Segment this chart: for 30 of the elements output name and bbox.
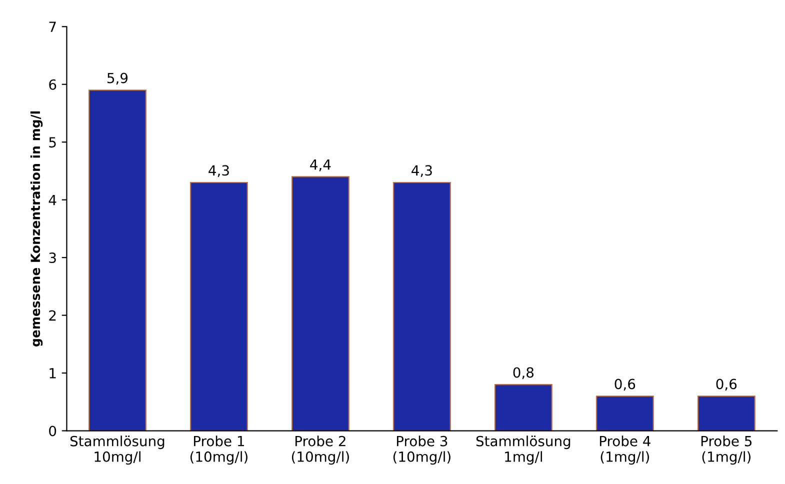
- x-tick-label: Probe 1 (10mg/l): [190, 436, 248, 465]
- bar: [596, 396, 654, 431]
- y-tick-label: 0: [49, 426, 56, 436]
- bar: [697, 396, 756, 431]
- x-tick-label: Probe 3 (10mg/l): [393, 436, 450, 465]
- y-tick-label: 5: [49, 137, 56, 148]
- bar: [392, 182, 451, 431]
- bar: [190, 182, 248, 431]
- data-label: 4,4: [310, 160, 331, 172]
- x-tick-label: Stammlösung 10mg/l: [70, 436, 164, 465]
- data-label: 4,3: [412, 165, 432, 178]
- y-tick-label: 4: [48, 194, 56, 206]
- y-tick-label: 6: [49, 79, 56, 90]
- x-tick-label: Probe 5 (1mg/l): [701, 436, 752, 465]
- bar: [88, 90, 146, 431]
- x-tick-label: Stammlösung 1mg/l: [476, 436, 570, 465]
- data-label: 5,9: [108, 72, 128, 85]
- bar: [494, 384, 552, 431]
- y-tick-label: 2: [49, 310, 56, 321]
- x-tick-label: Probe 4 (1mg/l): [600, 436, 650, 465]
- y-tick-label: 3: [49, 252, 56, 264]
- y-tick-label: 7: [49, 22, 56, 32]
- data-label: 0,8: [513, 367, 534, 380]
- data-label: 0,6: [614, 378, 636, 391]
- y-axis-title: gemessene Konzentration in mg/l: [30, 111, 43, 346]
- y-tick-label: 1: [50, 368, 56, 378]
- x-tick-label: Probe 2 (10mg/l): [292, 436, 349, 465]
- bar: [291, 176, 350, 431]
- data-label: 0,6: [716, 378, 737, 391]
- data-label: 4,3: [208, 165, 229, 178]
